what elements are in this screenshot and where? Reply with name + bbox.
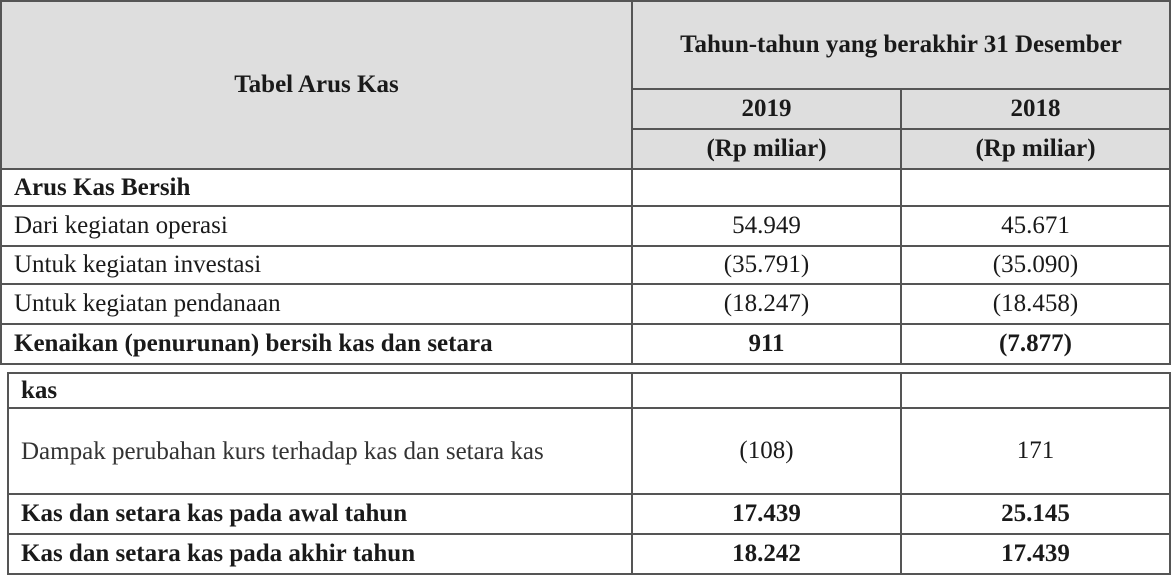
row-label: Kas dan setara kas pada awal tahun xyxy=(7,493,633,535)
value-2019 xyxy=(631,168,902,207)
value-2018 xyxy=(900,372,1171,409)
year-2019-header: 2019 xyxy=(631,88,902,130)
table-row: Arus Kas Bersih xyxy=(0,168,1171,207)
table-row: Dari kegiatan operasi 54.949 45.671 xyxy=(0,205,1171,247)
table-row: Dampak perubahan kurs terhadap kas dan s… xyxy=(7,407,1171,495)
value-2018: 25.145 xyxy=(900,493,1171,535)
table-row: Untuk kegiatan pendanaan (18.247) (18.45… xyxy=(0,283,1171,325)
cash-flow-table: Tabel Arus Kas Tahun-tahun yang berakhir… xyxy=(0,0,1171,365)
value-2018: 171 xyxy=(900,407,1171,495)
row-label: Dari kegiatan operasi xyxy=(0,205,633,247)
value-2019: (18.247) xyxy=(631,283,902,325)
table-row: Untuk kegiatan investasi (35.791) (35.09… xyxy=(0,245,1171,285)
value-2019: 17.439 xyxy=(631,493,902,535)
table-row: Kas dan setara kas pada akhir tahun 18.2… xyxy=(7,533,1171,575)
year-2018-header: 2018 xyxy=(900,88,1171,130)
row-label: Untuk kegiatan pendanaan xyxy=(0,283,633,325)
table-row: Kas dan setara kas pada awal tahun 17.43… xyxy=(7,493,1171,535)
row-label: Arus Kas Bersih xyxy=(0,168,633,207)
period-header: Tahun-tahun yang berakhir 31 Desember xyxy=(631,0,1171,90)
value-2019: (35.791) xyxy=(631,245,902,285)
cash-flow-table-continued: kas Dampak perubahan kurs terhadap kas d… xyxy=(7,372,1171,575)
row-label: Dampak perubahan kurs terhadap kas dan s… xyxy=(7,407,633,495)
unit-2019-header: (Rp miliar) xyxy=(631,128,902,170)
value-2019: 911 xyxy=(631,323,902,365)
row-label: Kenaikan (penurunan) bersih kas dan seta… xyxy=(0,323,633,365)
row-label: Kas dan setara kas pada akhir tahun xyxy=(7,533,633,575)
table-row: Kenaikan (penurunan) bersih kas dan seta… xyxy=(0,323,1171,365)
value-2018: 45.671 xyxy=(900,205,1171,247)
value-2019 xyxy=(631,372,902,409)
value-2019: (108) xyxy=(631,407,902,495)
value-2019: 54.949 xyxy=(631,205,902,247)
row-label: Untuk kegiatan investasi xyxy=(0,245,633,285)
value-2018: (7.877) xyxy=(900,323,1171,365)
table-title: Tabel Arus Kas xyxy=(0,0,633,170)
value-2018 xyxy=(900,168,1171,207)
value-2019: 18.242 xyxy=(631,533,902,575)
row-label: kas xyxy=(7,372,633,409)
unit-2018-header: (Rp miliar) xyxy=(900,128,1171,170)
value-2018: 17.439 xyxy=(900,533,1171,575)
table-row: kas xyxy=(7,372,1171,409)
value-2018: (35.090) xyxy=(900,245,1171,285)
value-2018: (18.458) xyxy=(900,283,1171,325)
